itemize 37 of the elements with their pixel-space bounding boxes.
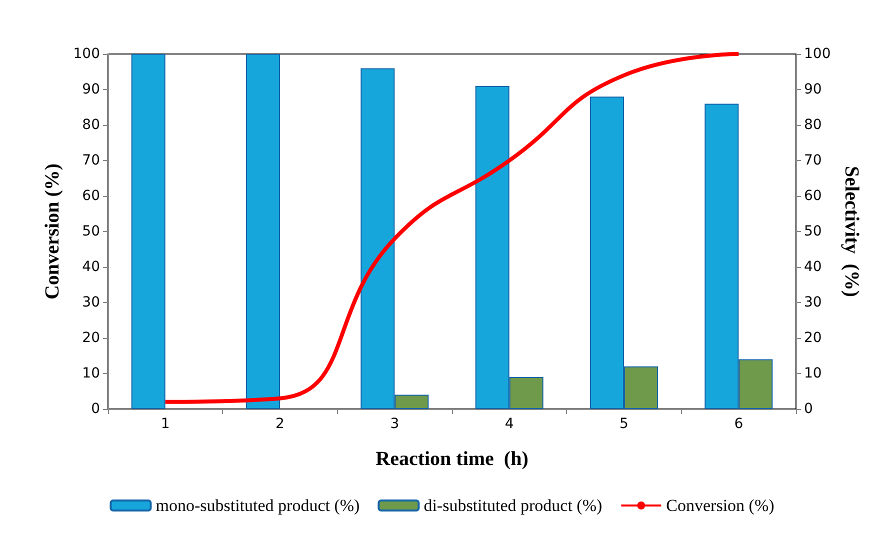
y-tick-label: 30 bbox=[82, 294, 100, 310]
y2-tick-label: 60 bbox=[804, 188, 822, 204]
y2-tick-label: 80 bbox=[804, 117, 822, 133]
legend-label: di-substituted product (%) bbox=[424, 496, 602, 515]
y2-tick-label: 70 bbox=[804, 152, 822, 168]
x-axis-title: Reaction time (h) bbox=[376, 448, 528, 470]
y2-axis-title: Selectivity (%) bbox=[840, 166, 863, 298]
x-tick-label: 4 bbox=[504, 416, 514, 432]
x-tick-label: 5 bbox=[620, 416, 628, 432]
y-tick-label: 40 bbox=[82, 259, 100, 275]
line-series bbox=[163, 52, 741, 404]
y2-tick-label: 100 bbox=[804, 46, 831, 62]
legend-label: mono-substituted product (%) bbox=[156, 496, 360, 515]
y-tick-label: 20 bbox=[82, 330, 100, 346]
y-tick-label: 80 bbox=[82, 117, 100, 133]
y2-tick-label: 20 bbox=[804, 330, 822, 346]
y-axis-title: Conversion (%) bbox=[41, 163, 64, 300]
x-tick-label: 1 bbox=[160, 416, 170, 432]
y-tick-label: 0 bbox=[91, 401, 100, 417]
y-tick-label: 70 bbox=[82, 152, 100, 168]
y2-tick-label: 50 bbox=[804, 224, 822, 240]
bar bbox=[246, 54, 280, 409]
legend-label: Conversion (%) bbox=[666, 496, 774, 515]
x-tick-label: 3 bbox=[390, 416, 400, 432]
y2-tick-label: 0 bbox=[804, 401, 813, 417]
bar bbox=[131, 54, 166, 409]
y2-tick-label: 10 bbox=[804, 366, 822, 382]
y2-tick-label: 90 bbox=[804, 82, 822, 98]
y2-tick-label: 40 bbox=[804, 259, 822, 275]
y-tick-label: 10 bbox=[82, 366, 100, 382]
y-tick-label: 60 bbox=[82, 188, 100, 204]
y-tick-label: 100 bbox=[73, 46, 100, 62]
x-tick-label: 2 bbox=[276, 416, 284, 432]
y2-tick-label: 30 bbox=[804, 294, 822, 310]
y-tick-label: 90 bbox=[82, 82, 100, 98]
x-tick-label: 6 bbox=[734, 416, 744, 432]
y-tick-label: 50 bbox=[82, 224, 100, 240]
